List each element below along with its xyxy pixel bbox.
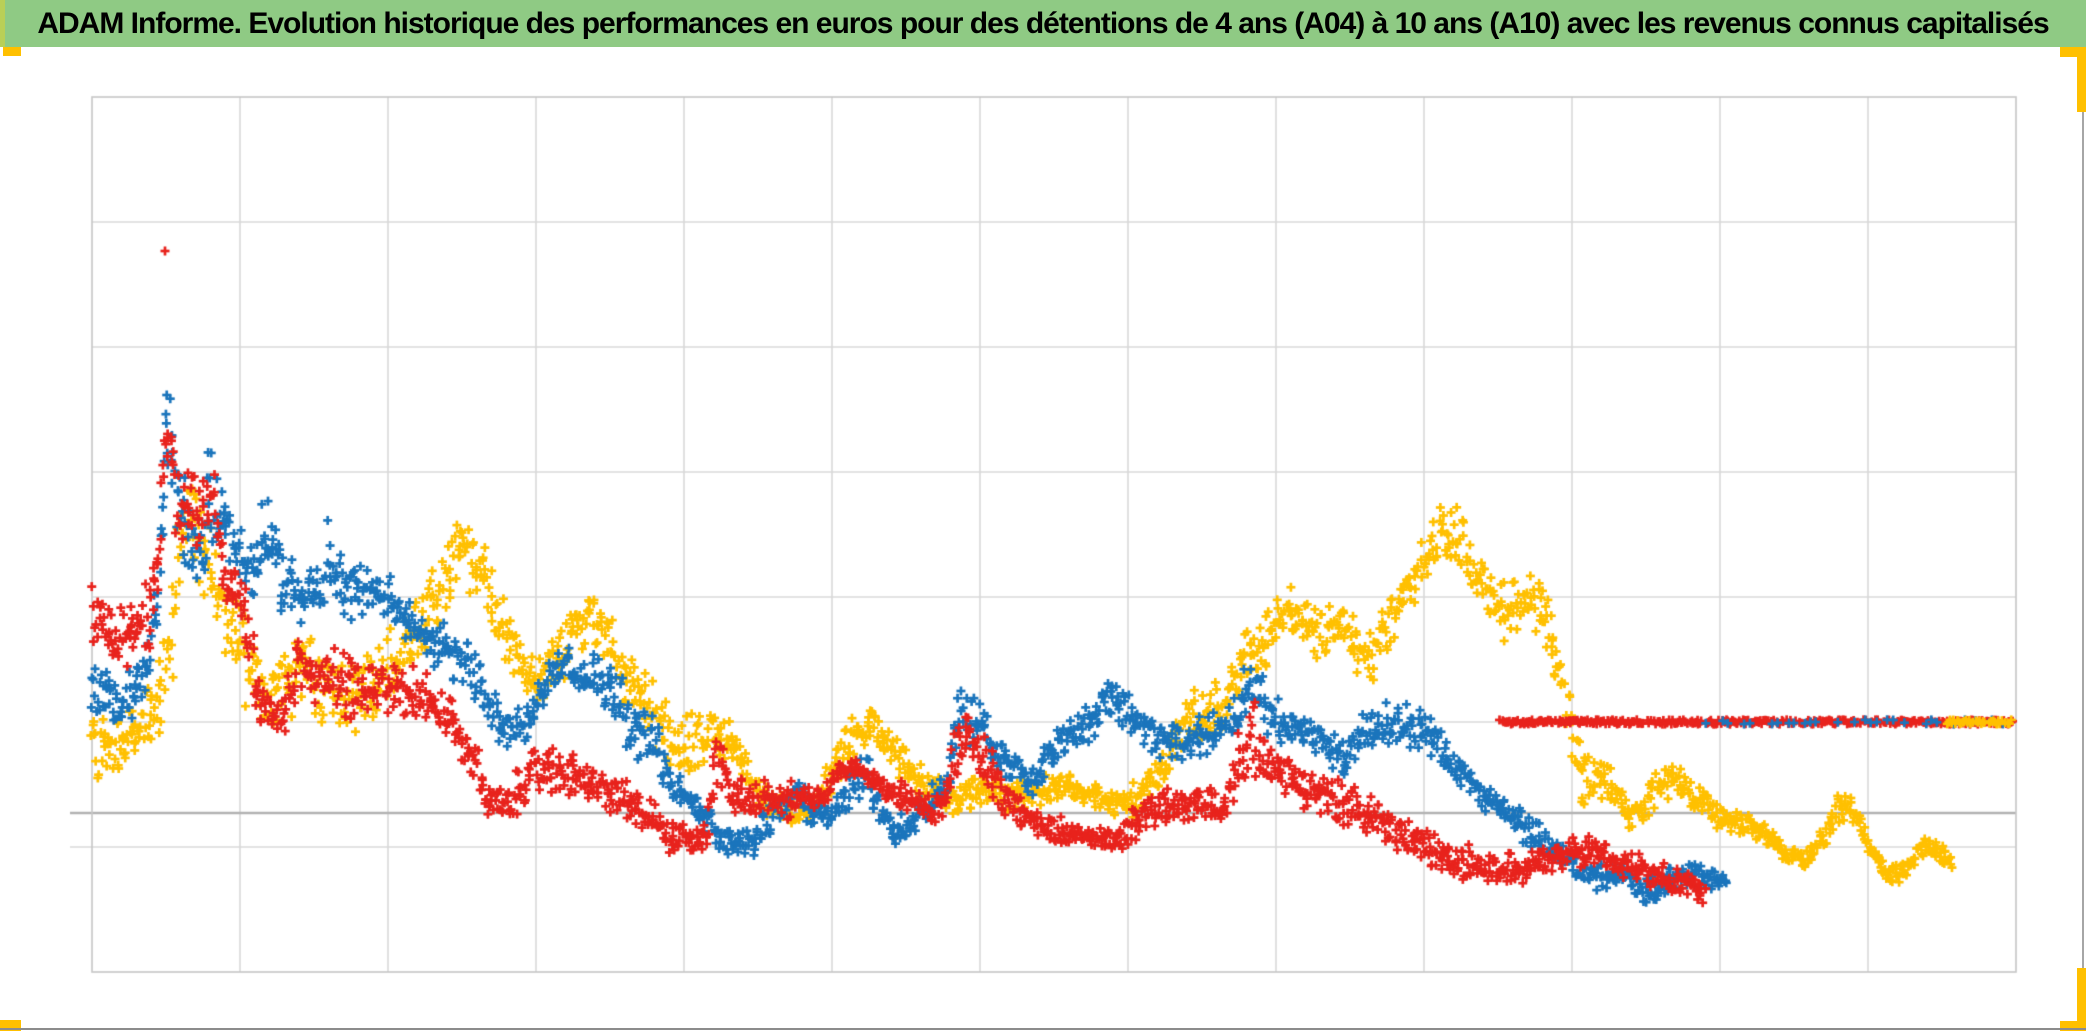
right-border-line (2082, 112, 2084, 968)
yellow-corner-top-right-horizontal (2060, 47, 2086, 57)
yellow-corner-bottom-right-vertical (2077, 968, 2086, 1031)
yellow-marker-bottom-left (0, 1020, 21, 1031)
yellow-marker-top-left (3, 47, 21, 56)
bottom-border-line (0, 1028, 2086, 1030)
yellow-corner-top-right-vertical (2077, 47, 2086, 112)
yellow-corner-bottom-right-horizontal (2060, 1021, 2086, 1031)
